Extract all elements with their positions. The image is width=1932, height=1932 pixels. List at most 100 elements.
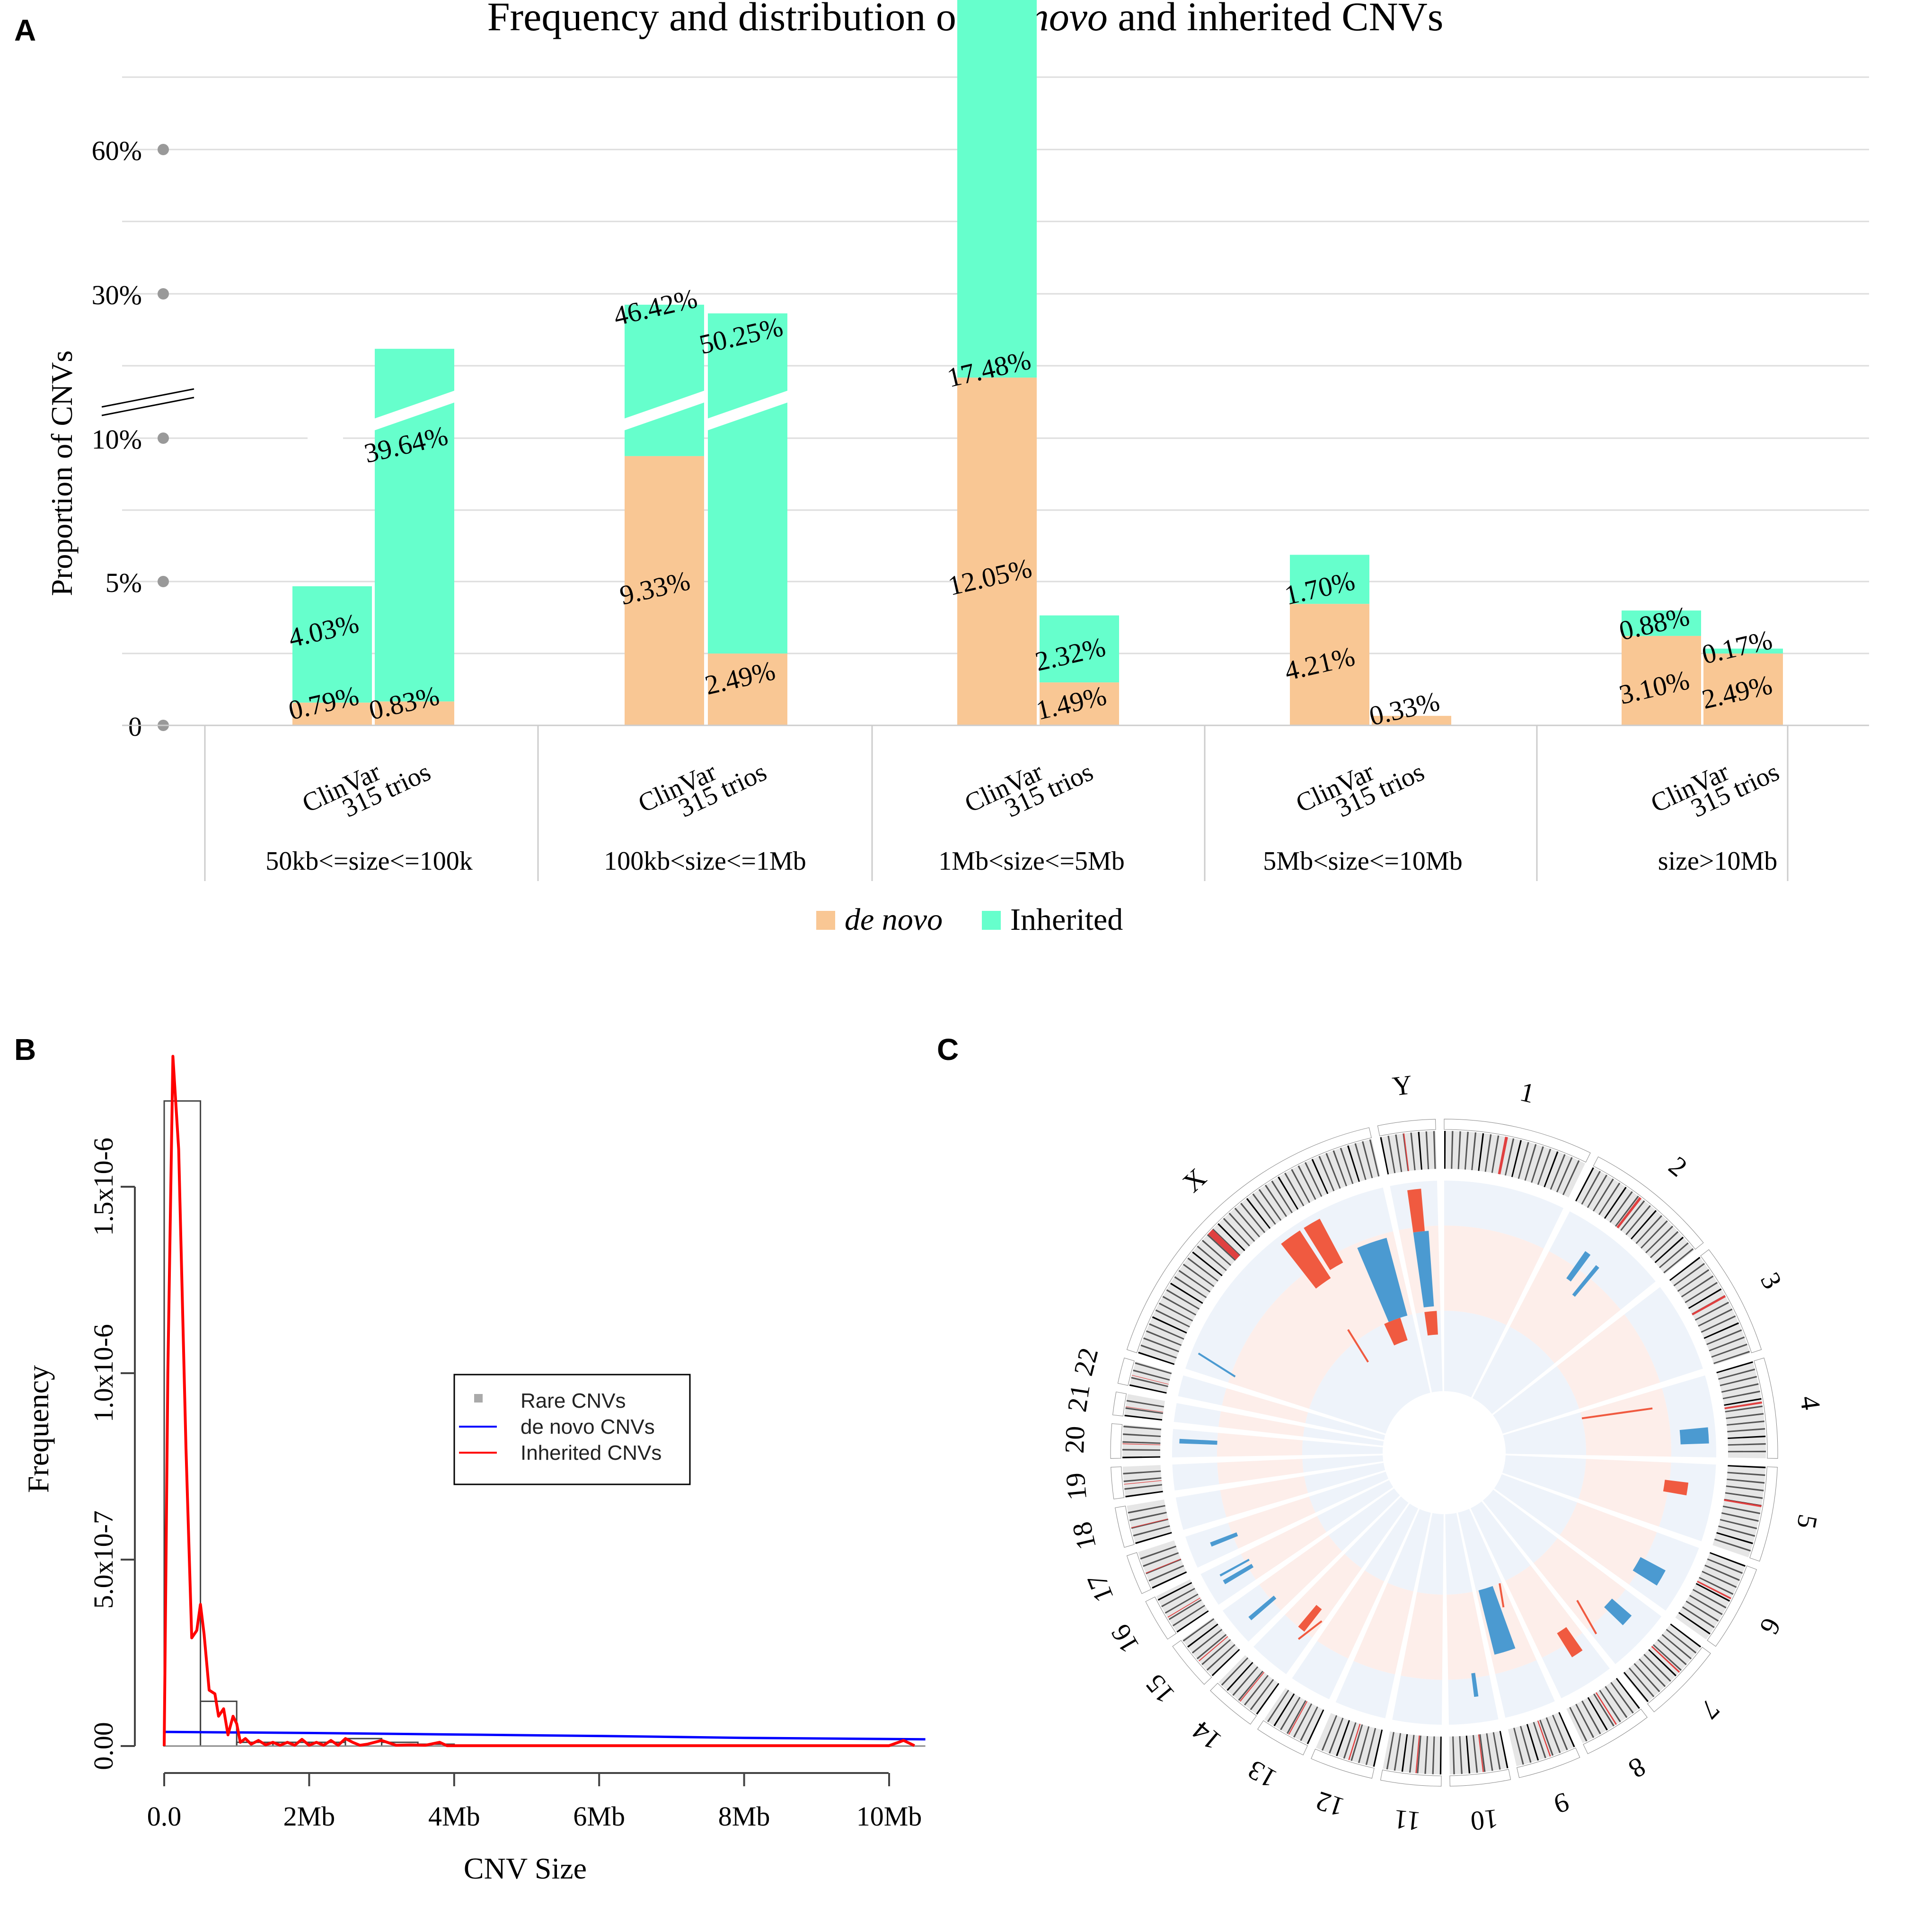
ideogram-band (1539, 1720, 1554, 1756)
group-label: 50kb<=size<=100k (265, 847, 472, 876)
tick-ring (1444, 1119, 1591, 1163)
ideogram (1675, 1552, 1746, 1640)
ideogram-band (1138, 1351, 1175, 1365)
ideogram-band (1724, 1398, 1762, 1406)
ideogram-band (1343, 1722, 1357, 1759)
ideogram-band (1524, 1144, 1537, 1181)
ideogram (1264, 1688, 1324, 1745)
track-inner (1470, 1501, 1531, 1581)
bar-de-novo (1622, 635, 1701, 725)
ideogram-band (1659, 1242, 1689, 1269)
y-tick-label: 10% (92, 424, 142, 455)
centromere (1131, 1375, 1169, 1385)
ideogram-band (1148, 1565, 1184, 1582)
ideogram-band (1149, 1323, 1184, 1340)
legend-label-de-novo: de novo (845, 902, 943, 937)
centromere (1724, 1401, 1762, 1410)
x-tick-label: 4Mb (428, 1801, 480, 1832)
ideogram-band (1306, 1709, 1324, 1745)
bars-a: 4.03%0.79% 0.83%39.64%46.42%50.25%9.33%2.… (286, 0, 1783, 732)
ideogram-band (1196, 1634, 1227, 1659)
ideogram-band (1256, 1683, 1279, 1715)
track-inner (1387, 1509, 1431, 1591)
track-middle (1228, 1231, 1412, 1409)
tick-ring (1311, 1748, 1375, 1779)
ideogram-band (1124, 1414, 1163, 1421)
bar-break (707, 390, 788, 431)
track-middle (1222, 1388, 1308, 1423)
chromosome-label: 17 (1081, 1570, 1120, 1606)
ideogram-band (1569, 1707, 1588, 1742)
ideogram-band (1146, 1330, 1182, 1346)
ideogram-band (1727, 1472, 1765, 1476)
ideogram-band (1395, 1134, 1403, 1173)
ideogram-band (1615, 1195, 1639, 1227)
ideogram-band (1124, 1484, 1163, 1490)
ideogram-band (1473, 1735, 1478, 1773)
ideogram-band (1681, 1275, 1714, 1297)
ideogram-band (1728, 1443, 1766, 1446)
ideogram-band (1544, 1151, 1559, 1188)
center-hole (1384, 1392, 1505, 1513)
y-axis-label-a: Proportion of CNVs (45, 350, 79, 596)
legend-a: de novo Inherited (816, 902, 1123, 937)
cnv-line (1347, 1329, 1369, 1363)
track-outer (1444, 1181, 1564, 1249)
centromere (1131, 1518, 1168, 1528)
ideogram-band (1125, 1407, 1163, 1414)
bar-de-novo (1703, 653, 1783, 725)
chromosome-label: 8 (1623, 1751, 1651, 1785)
chromosome-label: 2 (1663, 1150, 1693, 1183)
y-tick-label: 0 (128, 711, 142, 742)
track-inner (1503, 1412, 1586, 1456)
group-label: size>10Mb (1658, 847, 1777, 876)
track-middle (1218, 1411, 1305, 1437)
ideogram-band (1201, 1639, 1231, 1665)
ideogram-band (1135, 1362, 1172, 1375)
centromere (1415, 1735, 1420, 1773)
ideogram-band (1273, 1693, 1295, 1727)
ideogram-band (1670, 1623, 1702, 1648)
track-outer (1495, 1660, 1555, 1718)
track-middle (1578, 1459, 1671, 1527)
legend-label-de-novo-b: de novo CNVs (520, 1415, 655, 1438)
track-middle (1285, 1553, 1362, 1638)
ideogram-band (1581, 1171, 1601, 1205)
ideogram-band (1300, 1706, 1318, 1741)
chromosome-label: 22 (1067, 1345, 1104, 1379)
legend-swatch-inherited (982, 911, 1001, 930)
ideogram-band (1305, 1162, 1323, 1197)
y-tick-label: 5.0x10-7 (88, 1510, 119, 1609)
ideogram-band (1718, 1368, 1756, 1380)
ideogram-band (1550, 1154, 1566, 1190)
ideogram-band (1131, 1376, 1168, 1387)
legend-label-inherited-b: Inherited CNVs (520, 1441, 662, 1464)
ideogram-band (1152, 1316, 1187, 1334)
ideogram-band (1581, 1700, 1601, 1735)
centromere (1167, 1597, 1200, 1618)
ideogram-band (1123, 1433, 1161, 1437)
tick-ring (1115, 1506, 1135, 1548)
ideogram-band (1620, 1200, 1645, 1231)
track-middle (1259, 1535, 1342, 1611)
x-tick-label: 10Mb (856, 1801, 922, 1832)
panel-label-a: A (14, 13, 36, 47)
ideogram-band (1556, 1157, 1573, 1192)
ideogram-band (1354, 1143, 1367, 1180)
ideogram-band (1666, 1629, 1697, 1654)
ideogram-band (1267, 1690, 1289, 1722)
ideogram-band (1654, 1236, 1684, 1263)
ideogram-band (1698, 1308, 1733, 1327)
bar-inherited (625, 304, 704, 456)
track-inner (1444, 1311, 1507, 1398)
ideogram-band (1701, 1315, 1736, 1333)
ideogram-band (1369, 1139, 1380, 1177)
ideogram-band (1678, 1612, 1711, 1635)
ideogram-band (1610, 1682, 1634, 1714)
cnv-mark (1572, 1265, 1599, 1297)
panel-label-c: C (937, 1032, 959, 1067)
track-outer (1178, 1375, 1226, 1406)
ideogram-band (1657, 1639, 1687, 1666)
